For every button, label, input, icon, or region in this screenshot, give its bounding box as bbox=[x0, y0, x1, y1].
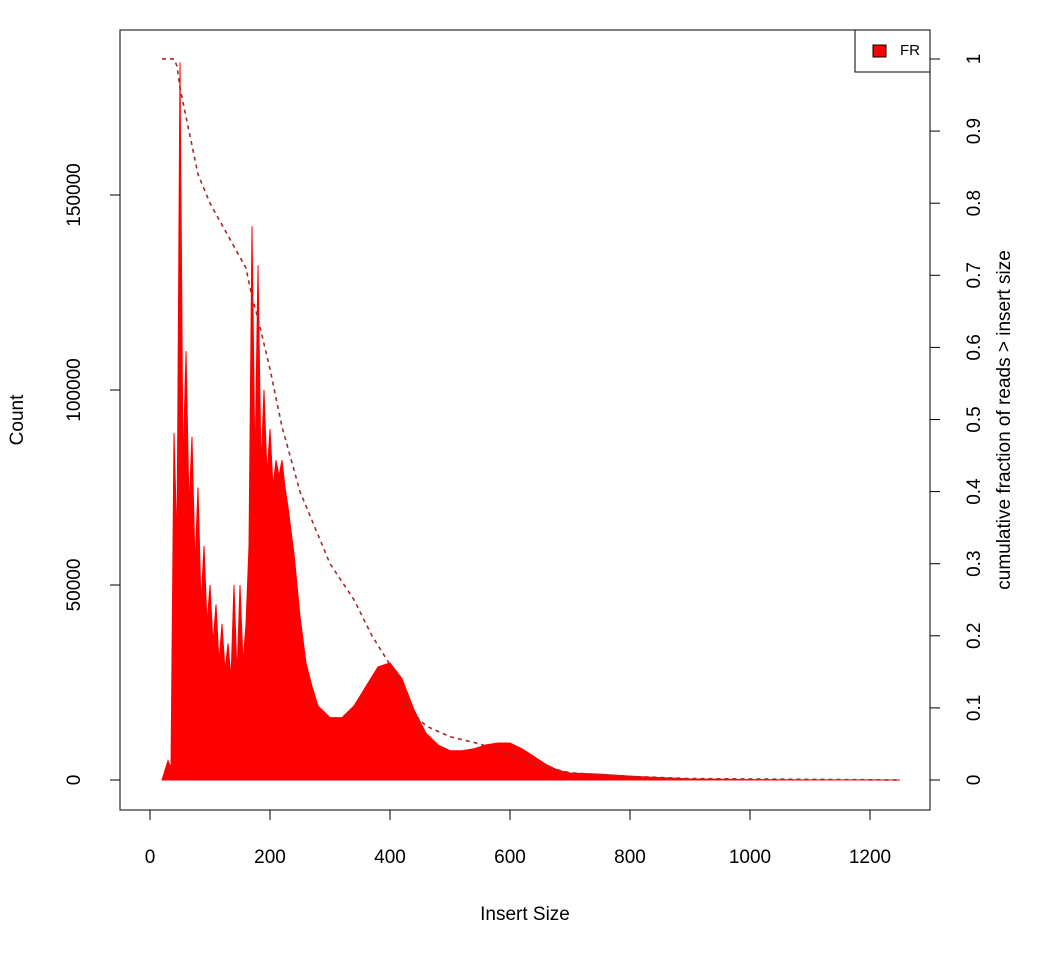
x-tick-label: 400 bbox=[374, 847, 406, 868]
y2-axis-label: cumulative fraction of reads > insert si… bbox=[994, 250, 1015, 590]
y2-tick-label: 0.9 bbox=[964, 118, 985, 144]
y-tick-label: 100000 bbox=[64, 358, 85, 421]
cumulative-line bbox=[162, 58, 901, 781]
legend-box bbox=[854, 29, 931, 73]
y2-tick-label: 0.6 bbox=[964, 334, 985, 360]
x-tick-label: 800 bbox=[614, 847, 646, 868]
y2-tick-label: 0.4 bbox=[964, 478, 985, 505]
x-tick-label: 1000 bbox=[729, 847, 771, 868]
y-tick-label: 0 bbox=[64, 775, 85, 786]
y2-tick-label: 0.5 bbox=[964, 406, 985, 432]
y2-tick-label: 0.3 bbox=[964, 550, 985, 576]
x-tick-label: 1200 bbox=[849, 847, 891, 868]
y-tick-label: 50000 bbox=[64, 559, 85, 612]
y2-tick-label: 1 bbox=[964, 54, 985, 65]
y-tick-label: 150000 bbox=[64, 163, 85, 226]
x-tick-label: 600 bbox=[494, 847, 526, 868]
legend-label: FR bbox=[900, 42, 920, 59]
area bbox=[161, 62, 901, 781]
y2-tick-label: 0 bbox=[964, 775, 985, 786]
x-tick-label: 200 bbox=[254, 847, 286, 868]
y2-tick-label: 0.1 bbox=[964, 695, 985, 721]
y-axis-label: Count bbox=[7, 394, 28, 445]
y2-tick-label: 0.7 bbox=[964, 262, 985, 288]
x-tick-label: 0 bbox=[145, 847, 156, 868]
y2-tick-label: 0.2 bbox=[964, 623, 985, 649]
y2-tick-label: 0.8 bbox=[964, 190, 985, 216]
plot-frame bbox=[119, 29, 931, 811]
legend-swatch bbox=[872, 44, 887, 58]
x-axis-label: Insert Size bbox=[480, 904, 570, 925]
